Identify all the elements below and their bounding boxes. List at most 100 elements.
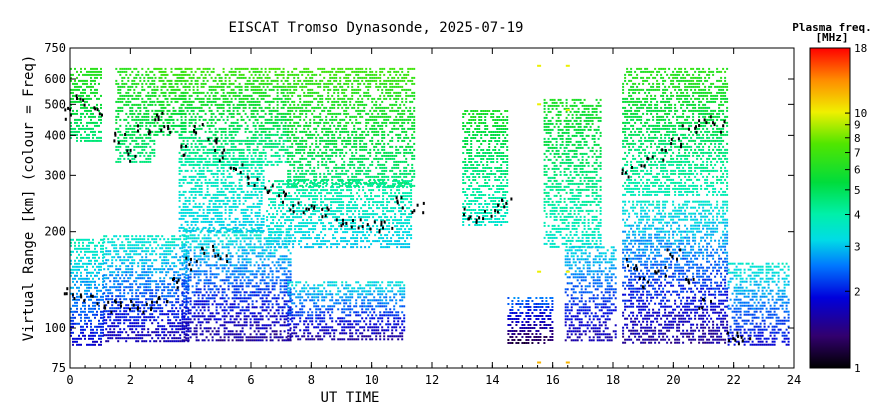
echo-pixel <box>100 67 102 70</box>
echo-pixel <box>180 112 183 115</box>
echo-pixel <box>96 286 98 289</box>
echo-pixel <box>145 274 148 277</box>
echo-pixel <box>245 237 248 240</box>
echo-pixel <box>248 184 251 187</box>
echo-pixel <box>88 280 90 283</box>
echo-pixel <box>225 270 228 273</box>
echo-pixel <box>215 261 218 264</box>
echo-pixel <box>203 234 206 237</box>
echo-pixel <box>260 88 263 91</box>
echo-pixel <box>84 277 86 280</box>
echo-pixel <box>180 154 183 157</box>
echo-pixel <box>225 300 228 303</box>
echo-pixel <box>76 256 78 259</box>
echo-pixel <box>255 306 258 309</box>
echo-pixel <box>208 118 211 121</box>
echo-pixel <box>255 333 258 336</box>
echo-pixel <box>237 231 240 234</box>
echo-pixel <box>281 258 284 261</box>
echo-pixel <box>280 100 283 103</box>
echo-pixel <box>222 112 225 115</box>
echo-pixel <box>216 169 219 172</box>
echo-pixel <box>162 106 165 109</box>
echo-pixel <box>177 259 180 262</box>
echo-pixel <box>268 94 271 97</box>
echo-pixel <box>260 133 263 136</box>
echo-pixel <box>105 340 108 343</box>
echo-pixel <box>272 142 275 145</box>
echo-pixel <box>239 243 242 246</box>
echo-pixel <box>151 298 154 301</box>
echo-pixel <box>139 106 142 109</box>
echo-pixel <box>222 181 225 184</box>
echo-pixel <box>109 313 112 316</box>
echo-pixel <box>125 124 128 127</box>
echo-pixel <box>107 253 110 256</box>
echo-pixel <box>180 157 183 160</box>
echo-pixel <box>262 184 265 187</box>
echo-pixel <box>125 259 128 262</box>
echo-pixel <box>192 88 195 91</box>
echo-pixel <box>147 103 150 106</box>
echo-pixel <box>155 238 158 241</box>
echo-pixel <box>226 118 229 121</box>
echo-pixel <box>274 85 277 88</box>
echo-pixel <box>147 142 150 145</box>
echo-pixel <box>143 268 146 271</box>
echo-pixel <box>123 292 126 295</box>
echo-pixel <box>202 208 205 211</box>
echo-pixel <box>149 313 152 316</box>
echo-pixel <box>191 285 194 288</box>
echo-pixel <box>180 94 183 97</box>
echo-pixel <box>241 324 244 327</box>
echo-pixel <box>143 283 146 286</box>
echo-pixel <box>141 304 144 307</box>
echo-pixel <box>80 256 82 259</box>
echo-pixel <box>285 318 288 321</box>
echo-pixel <box>179 319 182 322</box>
echo-pixel <box>190 193 193 196</box>
echo-pixel <box>180 103 183 106</box>
echo-pixel <box>285 228 288 231</box>
echo-pixel <box>189 279 192 282</box>
echo-pixel <box>232 73 235 76</box>
echo-pixel <box>103 280 106 283</box>
echo-pixel <box>153 268 156 271</box>
echo-pixel <box>133 88 136 91</box>
echo-pixel <box>158 94 161 97</box>
echo-pixel <box>198 178 201 181</box>
echo-pixel <box>242 166 245 169</box>
echo-pixel <box>258 94 261 97</box>
echo-pixel <box>267 273 270 276</box>
echo-pixel <box>262 145 265 148</box>
echo-pixel <box>88 70 90 73</box>
echo-pixel <box>100 244 102 247</box>
echo-pixel <box>121 100 124 103</box>
echo-pixel <box>265 237 268 240</box>
echo-pixel <box>135 292 138 295</box>
echo-pixel <box>167 289 170 292</box>
echo-pixel <box>115 100 118 103</box>
echo-pixel <box>269 339 272 342</box>
echo-pixel <box>247 294 250 297</box>
echo-pixel <box>117 304 120 307</box>
echo-pixel <box>171 322 174 325</box>
echo-pixel <box>239 333 242 336</box>
echo-pixel <box>102 283 104 286</box>
echo-pixel <box>215 246 218 249</box>
echo-pixel <box>129 109 132 112</box>
echo-pixel <box>141 313 144 316</box>
echo-pixel <box>82 238 84 241</box>
echo-pixel <box>217 237 220 240</box>
echo-pixel <box>141 151 144 154</box>
echo-pixel <box>207 327 210 330</box>
echo-pixel <box>165 247 168 250</box>
echo-pixel <box>143 148 146 151</box>
echo-pixel <box>214 100 217 103</box>
echo-pixel <box>168 79 171 82</box>
echo-pixel <box>147 280 150 283</box>
echo-pixel <box>169 325 172 328</box>
echo-pixel <box>181 241 184 244</box>
echo-pixel <box>174 88 177 91</box>
echo-pixel <box>173 325 176 328</box>
